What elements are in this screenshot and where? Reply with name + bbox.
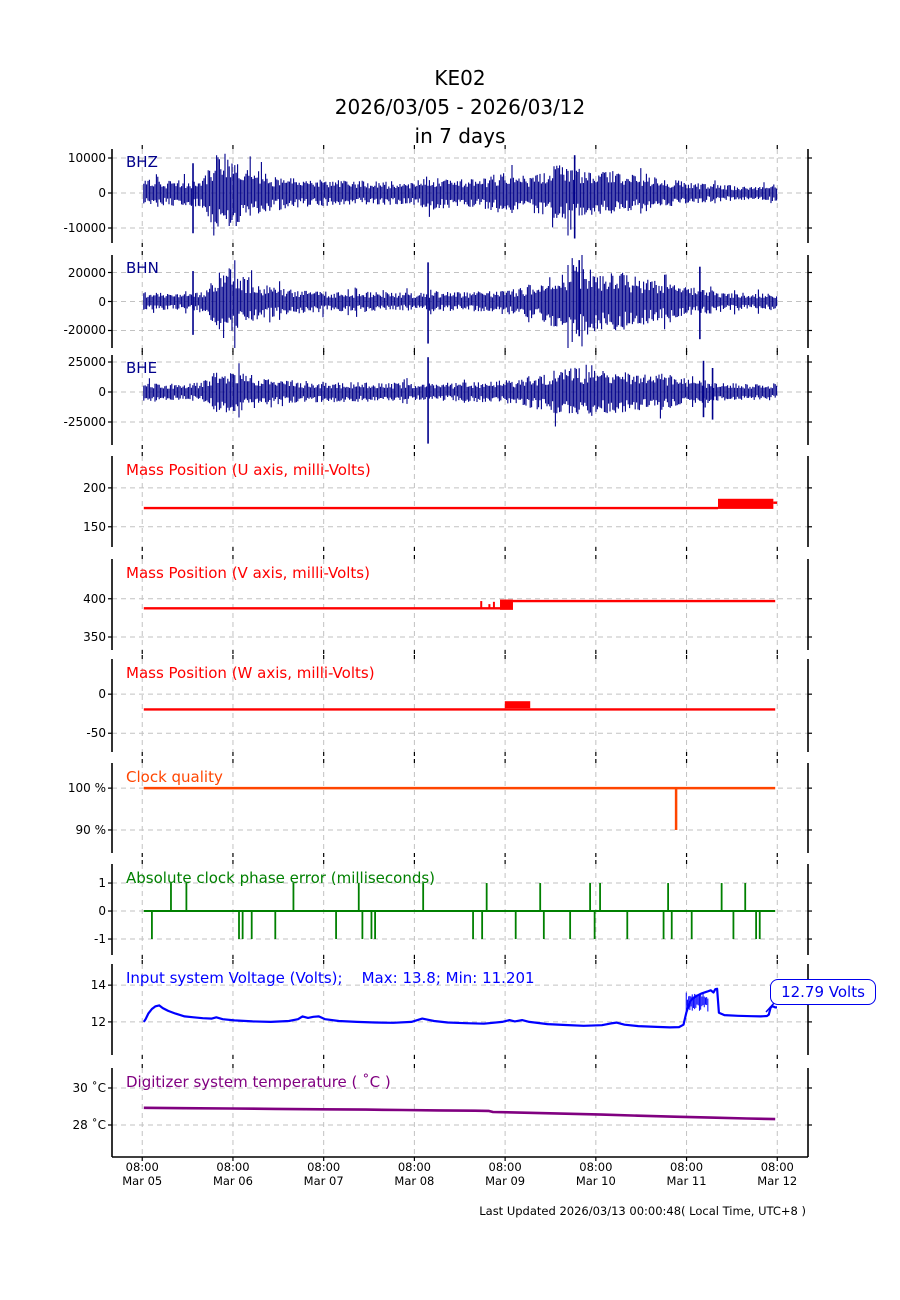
y-tick-label: 0 — [98, 186, 106, 200]
y-tick-label: 400 — [83, 591, 106, 606]
y-tick-label: 0 — [98, 904, 106, 919]
subplot-label-mass-w: Mass Position (W axis, milli-Volts) — [126, 664, 375, 682]
y-tick-label: 90 % — [75, 822, 107, 837]
x-tick-time: 08:00 — [125, 1160, 159, 1174]
y-tick-label: 200 — [83, 480, 106, 495]
x-tick-time: 08:00 — [488, 1160, 522, 1174]
y-tick-label: 20000 — [67, 265, 106, 280]
x-tick-time: 08:00 — [216, 1160, 250, 1174]
last-updated: Last Updated 2026/03/13 00:00:48( Local … — [479, 1204, 806, 1218]
subplot-label-clock-quality: Clock quality — [126, 768, 223, 786]
x-tick-label: 08:00 Mar 07 — [288, 1160, 360, 1188]
x-tick-date: Mar 10 — [575, 1173, 616, 1188]
x-tick-time: 08:00 — [669, 1160, 704, 1174]
subplot-label-temperature: Digitizer system temperature ( ˚C ) — [126, 1073, 391, 1091]
y-tick-label: 0 — [98, 385, 106, 399]
x-tick-label: 08:00 Mar 10 — [560, 1160, 632, 1188]
time-span-label: in 7 days — [414, 124, 506, 148]
x-tick-label: 08:00 Mar 12 — [741, 1160, 813, 1188]
x-tick-label: 08:00 Mar 06 — [197, 1160, 269, 1188]
y-tick-label: 14 — [90, 978, 106, 993]
x-tick-date: Mar 09 — [485, 1173, 526, 1188]
voltage-annotation: 12.79 Volts — [770, 979, 876, 1005]
subplot-label-clock-phase-error: Absolute clock phase error (milliseconds… — [126, 869, 436, 887]
subplot-label-bhe: BHE — [126, 359, 158, 377]
x-tick-label: 08:00 Mar 05 — [106, 1160, 178, 1188]
y-tick-label: -25000 — [63, 415, 106, 429]
y-tick-label: 100 % — [67, 781, 106, 796]
x-tick-label: 08:00 Mar 08 — [378, 1160, 450, 1188]
x-tick-time: 08:00 — [397, 1160, 431, 1174]
y-tick-label: 28 ˚C — [72, 1117, 106, 1132]
x-tick-date: Mar 08 — [394, 1173, 435, 1188]
x-tick-date: Mar 12 — [757, 1173, 798, 1188]
subplot-label-bhz: BHZ — [126, 153, 158, 171]
y-tick-label: 0 — [98, 687, 106, 702]
x-tick-time: 08:00 — [579, 1160, 613, 1174]
date-range: 2026/03/05 - 2026/03/12 — [334, 95, 586, 119]
y-tick-label: 1 — [98, 876, 106, 891]
y-tick-label: 10000 — [67, 150, 106, 165]
y-tick-label: 350 — [83, 630, 106, 644]
y-tick-label: -20000 — [63, 323, 106, 338]
plot-title: KE02 2026/03/05 - 2026/03/12 in 7 days — [112, 64, 808, 151]
x-tick-label: 08:00 Mar 09 — [469, 1160, 541, 1188]
subplot-label-mass-v: Mass Position (V axis, milli-Volts) — [126, 564, 370, 582]
x-tick-time: 08:00 — [760, 1160, 794, 1174]
x-tick-label: 08:00 Mar 11 — [651, 1160, 723, 1188]
y-tick-label: 25000 — [67, 354, 106, 369]
x-tick-date: Mar 07 — [303, 1173, 344, 1188]
x-tick-date: Mar 05 — [122, 1173, 163, 1188]
subplot-label-voltage: Input system Voltage (Volts); Max: 13.8;… — [126, 969, 535, 987]
x-tick-date: Mar 11 — [666, 1173, 707, 1188]
y-tick-label: -50 — [86, 726, 106, 741]
y-tick-label: 0 — [98, 294, 106, 309]
y-tick-label: 12 — [90, 1014, 106, 1029]
y-tick-label: 30 ˚C — [72, 1080, 106, 1095]
y-tick-label: -1 — [94, 932, 106, 947]
y-tick-label: -10000 — [63, 221, 106, 235]
station-code: KE02 — [434, 66, 486, 90]
x-tick-time: 08:00 — [307, 1160, 341, 1174]
x-tick-date: Mar 06 — [212, 1173, 253, 1188]
y-tick-label: 150 — [83, 519, 106, 534]
subplot-label-bhn: BHN — [126, 259, 159, 277]
subplot-label-mass-u: Mass Position (U axis, milli-Volts) — [126, 461, 371, 479]
